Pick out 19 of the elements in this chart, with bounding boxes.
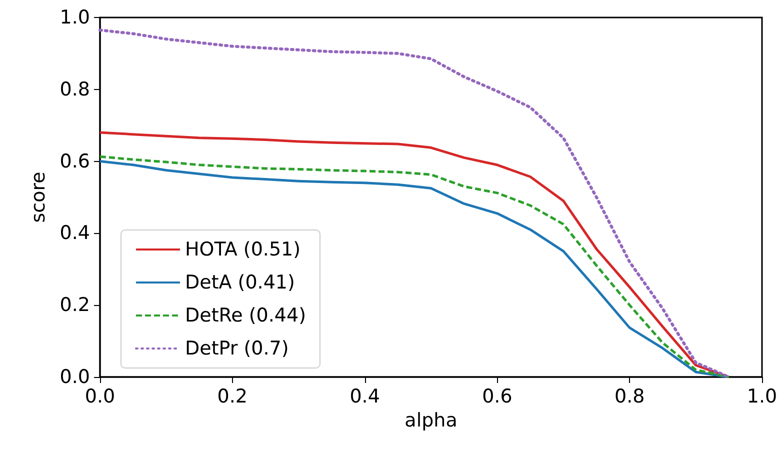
x-tick-label: 0.0 — [84, 386, 116, 408]
y-tick-label: 0.2 — [60, 294, 90, 316]
x-axis-title: alpha — [404, 409, 458, 432]
x-tick-label: 0.8 — [614, 386, 645, 408]
x-tick-label: 0.4 — [350, 386, 380, 408]
line-series — [98, 28, 730, 378]
legend-label: HOTA (0.51) — [185, 238, 301, 260]
y-tick-label: 0.4 — [60, 222, 90, 244]
x-tick-label: 0.2 — [217, 386, 248, 408]
y-tick-label: 0.0 — [60, 366, 90, 388]
y-tick-label: 1.0 — [60, 6, 90, 28]
legend-label: DetA (0.41) — [185, 272, 295, 294]
x-tick-label: 0.6 — [482, 386, 512, 408]
y-axis-title: score — [28, 172, 50, 223]
y-tick-label: 0.8 — [60, 78, 90, 100]
y-tick-label: 0.6 — [60, 150, 90, 172]
x-tick-label: 1.0 — [746, 386, 778, 408]
legend-label: DetRe (0.44) — [185, 304, 306, 326]
legend-label: DetPr (0.7) — [185, 338, 289, 360]
